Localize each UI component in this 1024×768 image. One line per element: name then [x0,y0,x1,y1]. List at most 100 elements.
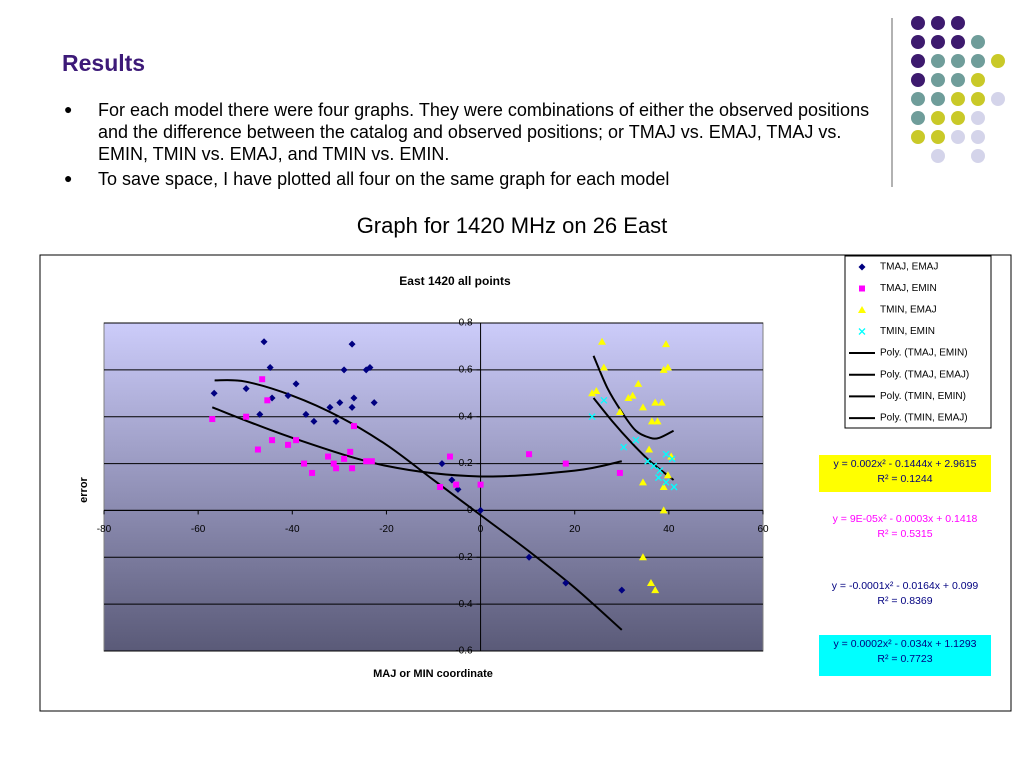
plot-area [103,322,764,652]
point [662,340,671,348]
point [650,462,658,470]
point [600,396,608,404]
bullet-dot: ● [64,170,73,186]
decor-dot [931,149,945,163]
decor-dot [971,111,985,125]
y-tick-label: 0.4 [459,411,473,422]
point [659,483,668,490]
decor-dot [911,54,925,68]
point [526,451,533,458]
point [477,481,484,488]
point [453,481,460,488]
legend-label: TMIN, EMIN [880,326,935,337]
legend-label: Poly. (TMAJ, EMAJ) [880,369,969,380]
point [264,397,271,404]
decor-dot [911,130,925,144]
legend-label: Poly. (TMIN, EMAJ) [880,413,968,424]
y-tick-label: 0.6 [459,364,473,375]
r-squared: R² = 0.8369 [877,595,932,607]
slide-title: Results [62,50,146,76]
legend-marker [859,285,865,292]
point [332,417,340,425]
decor-dot [971,130,985,144]
decor-dot [911,111,925,125]
point [651,586,660,594]
point [663,363,672,371]
x-tick-label: -40 [285,524,300,535]
point [616,469,623,476]
point [663,471,672,479]
equation: y = -0.0001x² - 0.0164x + 0.099 [832,580,979,592]
point [284,392,292,400]
point [599,363,608,371]
point [310,417,318,425]
decor-dot [931,130,945,144]
x-tick-label: 60 [757,524,769,535]
point [628,391,637,399]
point [562,579,570,587]
point [618,586,626,594]
point [659,506,668,514]
decor-dot [991,92,1005,106]
point [330,460,337,467]
decor-dot [951,130,965,144]
x-tick-label: 20 [569,524,581,535]
point [362,366,370,374]
point [598,337,607,345]
equation: y = 0.002x² - 0.1444x + 2.9615 [833,458,976,470]
x-tick-label: 40 [663,524,675,535]
legend-label: Poly. (TMIN, EMIN) [880,391,966,402]
y-axis-label: error [78,476,90,502]
y-tick-label: -0.4 [455,599,473,610]
point [632,436,640,444]
point [348,340,356,348]
point [209,416,216,423]
point [349,465,356,472]
point [242,385,250,393]
point [266,364,274,372]
equation-box [819,455,991,492]
point [634,379,643,387]
decor-dot [951,16,965,30]
point [624,393,633,401]
point [293,437,300,444]
point [347,448,354,455]
decor-dot [951,73,965,87]
point [638,403,647,411]
r-squared: R² = 0.5315 [877,528,932,540]
point [259,376,266,383]
chart-title: East 1420 all points [399,274,511,288]
decor-dot [911,92,925,106]
point [670,483,678,491]
bullet: To save space, I have plotted all four o… [98,169,670,189]
decor-dot [971,149,985,163]
trend-line [214,379,623,631]
point [588,389,597,397]
trend-line [592,355,675,440]
legend-marker [858,263,866,271]
point [348,403,356,411]
point [656,467,664,475]
point [243,413,250,420]
decor-dot [931,35,945,49]
legend-label: TMIN, EMAJ [880,305,937,316]
point [638,553,647,561]
point [668,455,676,463]
r-squared: R² = 0.1244 [877,473,932,485]
point [260,338,268,346]
point [562,460,569,467]
point [326,403,334,411]
point [363,458,370,465]
point [659,365,668,373]
point [437,484,444,490]
point [292,380,300,388]
point [370,399,378,407]
point [651,398,660,406]
point [592,386,601,394]
legend-label: TMAJ, EMIN [880,283,937,294]
r-squared: R² = 0.7723 [877,653,932,665]
decor-dot [931,92,945,106]
point [368,458,375,465]
